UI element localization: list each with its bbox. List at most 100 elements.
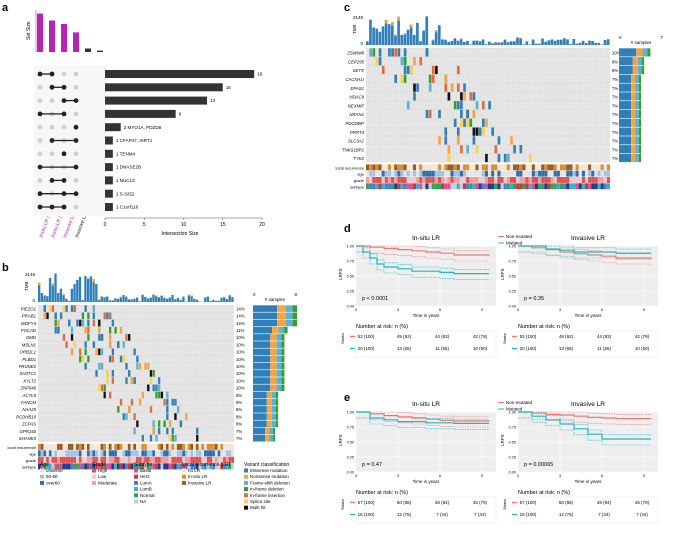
track-cell [416, 183, 420, 190]
oncoprint-cell [92, 355, 95, 363]
oncoprint-cell [394, 127, 398, 136]
oncoprint-cell [600, 48, 604, 57]
mutation-cell [438, 136, 441, 145]
oncoprint-cell [114, 434, 117, 442]
track-cell [51, 456, 55, 463]
track-cell [459, 183, 463, 190]
risk-cell: 44 (83) [435, 334, 450, 339]
oncoprint-cell [416, 118, 419, 127]
mutation-cell [460, 145, 463, 154]
oncoprint-cell [179, 391, 183, 399]
oncoprint-cell [54, 341, 57, 348]
oncoprint-cell [431, 57, 435, 66]
oncoprint-cell [133, 362, 136, 370]
oncoprint-cell [157, 413, 161, 420]
track-cell [146, 463, 150, 470]
track-cell [569, 170, 573, 177]
oncoprint-cell [528, 74, 532, 83]
track-cell [100, 463, 104, 470]
tmb-bar [136, 297, 139, 302]
oncoprint-cell [117, 305, 120, 312]
oncoprint-cell [500, 74, 504, 83]
samples-bar-segment [638, 136, 641, 145]
oncoprint-cell [410, 101, 413, 110]
oncoprint-cell [187, 406, 191, 413]
track-cell [223, 443, 226, 450]
mutation-cell [450, 83, 454, 92]
oncoprint-cell [381, 127, 385, 136]
oncoprint-cell [163, 319, 166, 327]
mutation-cell [171, 427, 174, 435]
tmb-bar [43, 295, 46, 302]
oncoprint-cell [204, 334, 207, 341]
oncoprint-cell [422, 83, 426, 92]
legend-title: Variant classification [244, 462, 289, 468]
oncoprint-cell [594, 109, 598, 119]
oncoprint-cell [155, 420, 158, 428]
oncoprint-cell [98, 413, 101, 420]
track-cell [525, 177, 529, 183]
oncoprint-cell [585, 74, 588, 83]
oncoprint-cell [491, 136, 495, 145]
oncoprint-cell [391, 57, 394, 66]
tmb-bar [116, 298, 120, 302]
oncoprint-cell [196, 319, 199, 327]
legend-title: Grade [92, 462, 106, 468]
oncoprint-cell [190, 305, 193, 312]
oncoprint-cell [149, 305, 153, 312]
oncoprint-cell [182, 413, 185, 420]
legend-swatch [244, 493, 248, 498]
oncoprint-cell [406, 48, 410, 57]
oncoprint-cell [488, 153, 491, 163]
oncoprint-cell [98, 420, 101, 428]
oncoprint-cell [111, 398, 115, 406]
oncoprint-cell [500, 83, 504, 92]
oncoprint-cell [516, 65, 520, 75]
oncoprint-cell [431, 127, 435, 136]
oncoprint-cell [166, 341, 169, 348]
mutation-cell [174, 398, 177, 406]
samples-bar-segment [265, 427, 270, 435]
oncoprint-cell [585, 109, 588, 119]
mutation-cell [51, 305, 55, 312]
gene-percent: 7% [612, 103, 618, 108]
oncoprint-cell [95, 391, 98, 399]
tmb-bar [547, 40, 551, 45]
oncoprint-cell [366, 118, 369, 127]
track-cell [46, 443, 49, 450]
oncoprint-cell [425, 118, 429, 127]
track-cell [588, 170, 592, 177]
oncoprint-cell [441, 83, 444, 92]
oncoprint-cell [122, 427, 125, 435]
oncoprint-cell [157, 312, 161, 320]
track-cell [444, 164, 448, 171]
track-cell [106, 456, 109, 463]
oncoprint-cell [76, 305, 79, 312]
track-cell [201, 450, 205, 457]
oncoprint-cell [182, 370, 185, 377]
oncoprint-cell [149, 348, 153, 356]
mutation-cell [416, 83, 419, 92]
oncoprint-cell [187, 413, 191, 420]
track-cell [544, 170, 548, 177]
oncoprint-cell [366, 57, 369, 66]
mutation-cell [98, 384, 101, 392]
track-cell [168, 463, 172, 470]
oncoprint-cell [413, 127, 416, 136]
track-cell [547, 170, 551, 177]
oncoprint-cell [557, 153, 560, 163]
track-cell [125, 456, 128, 463]
oncoprint-cell [560, 83, 563, 92]
tmb-bar-segment [114, 298, 117, 299]
track-cell [550, 177, 554, 183]
oncoprint-cell [130, 362, 134, 370]
tmb-bar [397, 16, 400, 45]
tmb-bar-segment [456, 40, 460, 42]
tmb-bar [516, 37, 519, 45]
oncoprint-cell [106, 434, 109, 442]
oncoprint-cell [460, 136, 463, 145]
tmb-bar [220, 297, 223, 302]
tmb-bar [87, 278, 90, 302]
oncoprint-cell [563, 74, 566, 83]
